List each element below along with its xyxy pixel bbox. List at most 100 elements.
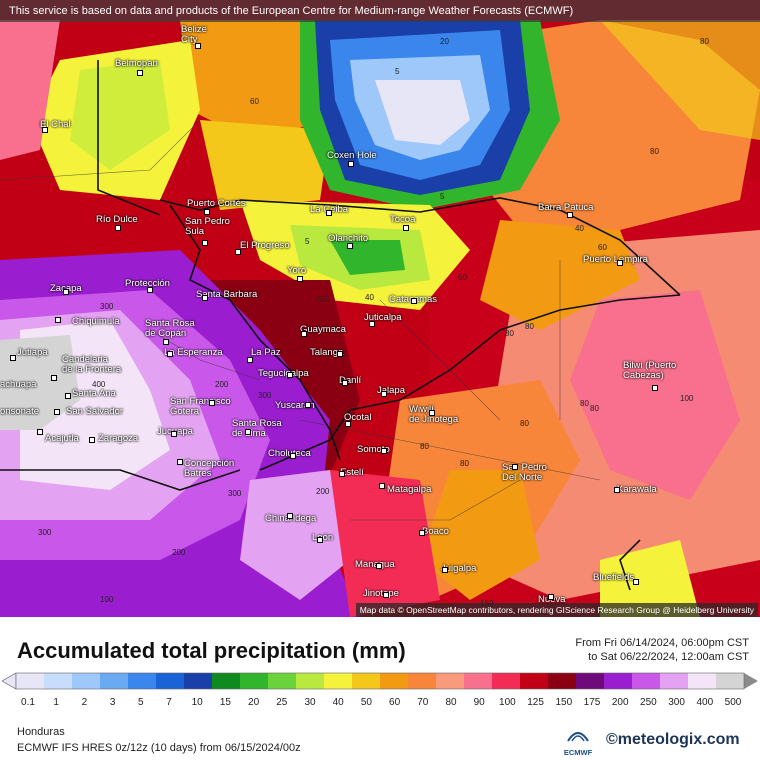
city-label: Juigalpa (441, 563, 477, 574)
contour-label: 80 (590, 404, 599, 413)
city-marker (10, 355, 16, 361)
meteologix-brand[interactable]: ©meteologix.com (606, 731, 740, 749)
colorbar-tick-label: 500 (724, 697, 742, 708)
city-label: Juticalpa (364, 312, 402, 323)
city-marker (442, 567, 448, 573)
city-marker (290, 453, 296, 459)
city-label: Jinotepe (363, 588, 399, 599)
city-label: Boaco (422, 526, 449, 537)
city-label: Santa Ana (72, 388, 116, 399)
colorbar-tick-label: 25 (276, 697, 288, 708)
contour-label: 60 (318, 295, 327, 304)
contour-label: 200 (316, 487, 330, 496)
precipitation-field (0, 20, 760, 617)
ecmwf-logo-text: ECMWF (563, 748, 593, 757)
city-label: Ocotal (344, 412, 372, 423)
colorbar-swatch (44, 673, 73, 689)
ecmwf-logo[interactable]: ECMWF (562, 729, 594, 757)
city-marker (383, 592, 389, 598)
city-marker (339, 471, 345, 477)
city-label: Managua (355, 559, 395, 570)
colorbar-swatch (240, 673, 269, 689)
colorbar-tick-label: 100 (499, 697, 516, 708)
contour-label: 80 (700, 37, 709, 46)
colorbar-swatch (268, 673, 297, 689)
city-marker (429, 410, 435, 416)
colorbar-swatch (156, 673, 185, 689)
precipitation-map[interactable]: This service is based on data and produc… (0, 0, 760, 617)
city-marker (287, 513, 293, 519)
colorbar-tick-label: 80 (445, 697, 457, 708)
city-label: Santa Barbara (196, 289, 258, 300)
city-label: Puerto Cortés (187, 198, 246, 209)
city-label: Choluteca (268, 449, 311, 459)
colorbar-swatch (100, 673, 129, 689)
contour-label: 200 (172, 548, 186, 557)
colorbar-tick-label: 5 (138, 697, 144, 708)
colorbar-tick-label: 200 (611, 697, 629, 708)
colorbar (1, 672, 758, 690)
city-label: Matagalpa (387, 484, 432, 495)
colorbar-swatch (436, 673, 465, 689)
colorbar-swatch (576, 673, 605, 689)
model-info: ECMWF IFS HRES 0z/12z (10 days) from 06/… (17, 742, 301, 754)
colorbar-tick-label: 300 (668, 697, 685, 708)
city-label: San Salvador (66, 406, 124, 417)
colorbar-swatch (520, 673, 549, 689)
colorbar-tick-label: 175 (583, 697, 601, 708)
contour-label: 20 (440, 37, 449, 46)
city-label: Santa Rosa de Copán (145, 318, 195, 339)
meteologix-brand-text: meteologix.com (617, 731, 740, 748)
city-marker (381, 448, 387, 454)
city-marker (167, 351, 173, 357)
contour-label: 80 (460, 459, 469, 468)
city-label: Tocoa (390, 214, 416, 225)
city-label: Protección (125, 278, 170, 289)
contour-label: 80 (520, 419, 529, 428)
city-marker (147, 287, 153, 293)
city-label: Talanga (310, 347, 344, 358)
chart-title: Accumulated total precipitation (mm) (17, 638, 406, 663)
city-marker (297, 276, 303, 282)
contour-label: 80 (505, 329, 514, 338)
city-label: Guaymaca (300, 324, 346, 335)
city-marker (235, 249, 241, 255)
city-label: Karawala (617, 484, 657, 495)
city-marker (305, 402, 311, 408)
map-attribution[interactable]: Map data © OpenStreetMap contributors, r… (355, 603, 758, 617)
meteologix-logo-icon: © (606, 731, 618, 748)
city-label: Zaragoza (98, 433, 139, 444)
contour-label: 300 (38, 528, 52, 537)
colorbar-swatch (324, 673, 353, 689)
colorbar-swatch (212, 673, 241, 689)
contour-label: 300 (258, 391, 272, 400)
colorbar-border (15, 672, 745, 690)
city-marker (195, 43, 201, 49)
contour-label: 100 (100, 595, 114, 604)
colorbar-swatch (660, 673, 689, 689)
city-marker (54, 409, 60, 415)
colorbar-swatch (296, 673, 325, 689)
city-label: Olanchito (328, 233, 369, 244)
date-to: to Sat 06/22/2024, 12:00am CST (588, 651, 749, 663)
city-label: Somoto (357, 444, 390, 455)
city-marker (342, 380, 348, 386)
contour-label: 40 (575, 224, 584, 233)
city-label: Río Dulce (96, 214, 138, 225)
contour-label: 60 (458, 273, 467, 282)
colorbar-swatch (352, 673, 381, 689)
city-marker (37, 429, 43, 435)
colorbar-tick-label: 250 (640, 697, 657, 708)
city-marker (177, 459, 183, 465)
city-marker (51, 375, 57, 381)
city-marker (337, 351, 343, 357)
city-label: Jutiapa (17, 347, 48, 358)
colorbar-tick-label: 50 (360, 697, 372, 708)
city-marker (245, 429, 251, 435)
contour-label: 200 (215, 380, 229, 389)
colorbar-tick-label: 15 (219, 697, 231, 708)
city-label: achuapa (0, 379, 37, 390)
city-label: San Francisco Gotera (170, 396, 231, 417)
colorbar-tick-label: 3 (109, 697, 116, 708)
contour-label: 80 (525, 322, 534, 331)
